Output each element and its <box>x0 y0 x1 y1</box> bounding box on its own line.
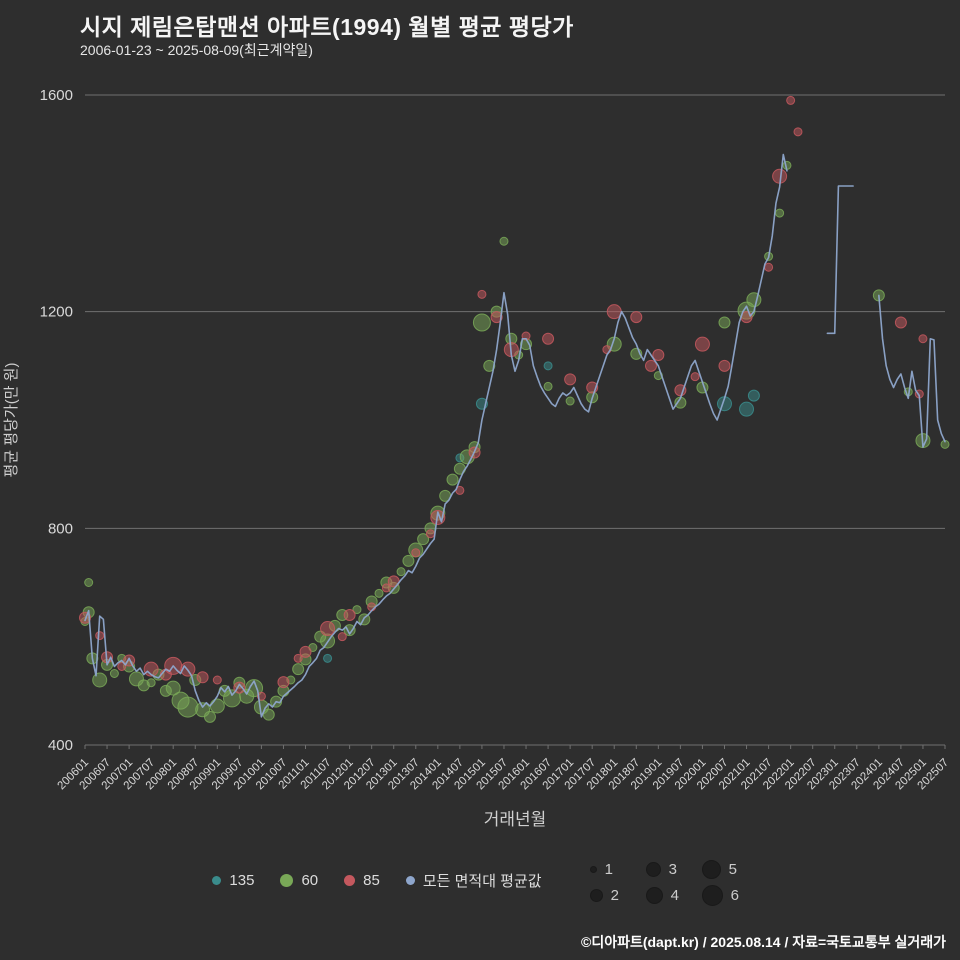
size-5-dot-icon <box>701 860 721 879</box>
average-line <box>84 153 946 718</box>
y-tick-label: 1200 <box>40 304 73 321</box>
size-item-6: 6 <box>701 885 748 906</box>
size-1-label: 1 <box>604 861 613 878</box>
y-tick-label: 400 <box>48 737 73 754</box>
legend-label-85: 85 <box>363 872 380 889</box>
green-series-dot-icon <box>280 874 294 887</box>
size-3-label: 3 <box>668 861 677 878</box>
price-chart: 400 800 1200 1600 20060120060720070120070720… <box>3 87 951 829</box>
x-axis-ticks: 2006012006072007012007072008012008072009… <box>56 745 951 792</box>
copyright-source-text: ©디아파트(dapt.kr) / 2025.08.14 / 자료=국토교통부 실… <box>581 934 946 950</box>
bubble-series-85 <box>79 95 928 701</box>
legend-label-135: 135 <box>229 872 255 889</box>
legend-label-60: 60 <box>301 872 319 889</box>
size-item-1: 1 <box>589 861 636 878</box>
size-4-dot-icon <box>645 887 663 904</box>
bubble-size-legend: 1 3 5 2 4 6 <box>589 860 748 906</box>
legend-item-135[interactable]: 135 <box>212 872 254 889</box>
avg-line-dot-icon <box>405 876 415 885</box>
y-tick-label: 800 <box>48 520 73 537</box>
size-6-label: 6 <box>730 887 739 904</box>
chart-subtitle: 2006-01-23 ~ 2025-08-09(최근계약일) <box>80 42 313 58</box>
size-item-4: 4 <box>645 887 692 904</box>
gridlines: 400 800 1200 1600 <box>40 87 945 754</box>
series-legend: 135 60 85 모든 면적대 평균값 <box>212 860 542 891</box>
legend-item-average[interactable]: 모든 면적대 평균값 <box>405 870 542 891</box>
bubble-series-60 <box>80 160 950 723</box>
size-item-3: 3 <box>645 861 692 878</box>
y-axis-title: 평균 평당가(만 원) <box>3 363 20 478</box>
size-item-2: 2 <box>589 887 636 904</box>
size-item-5: 5 <box>701 860 748 879</box>
bubble-series-135 <box>323 361 760 663</box>
legend-label-average: 모든 면적대 평균값 <box>422 873 542 890</box>
x-axis-title: 거래년월 <box>484 810 547 829</box>
size-6-dot-icon <box>701 885 723 906</box>
legend-item-60[interactable]: 60 <box>280 872 318 889</box>
size-4-label: 4 <box>670 887 679 904</box>
red-series-dot-icon <box>344 875 356 886</box>
y-tick-label: 1600 <box>40 87 73 104</box>
chart-legend: 135 60 85 모든 면적대 평균값 1 3 5 2 4 6 <box>0 860 960 906</box>
size-legend-row-2: 2 4 6 <box>589 885 748 906</box>
size-2-dot-icon <box>589 889 603 902</box>
legend-item-85[interactable]: 85 <box>344 872 380 889</box>
size-3-dot-icon <box>645 862 661 877</box>
size-legend-row-1: 1 3 5 <box>589 860 748 879</box>
teal-series-dot-icon <box>212 876 222 885</box>
size-1-dot-icon <box>589 866 597 873</box>
page-title: 시지 제림은탑맨션 아파트(1994) 월별 평균 평당가 <box>80 14 574 40</box>
size-2-label: 2 <box>610 887 619 904</box>
size-5-label: 5 <box>728 861 737 878</box>
